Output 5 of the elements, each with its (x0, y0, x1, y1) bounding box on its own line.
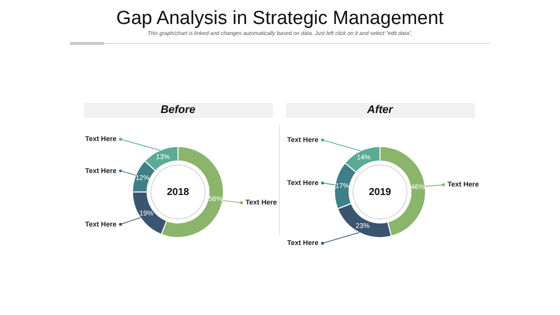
text: Gap Analysis in Strategic Management (115, 8, 445, 30)
text: 2018 (166, 186, 190, 198)
chart-title: After (286, 103, 474, 118)
text: 2019 (368, 186, 392, 198)
chart-title: Before (84, 103, 272, 118)
